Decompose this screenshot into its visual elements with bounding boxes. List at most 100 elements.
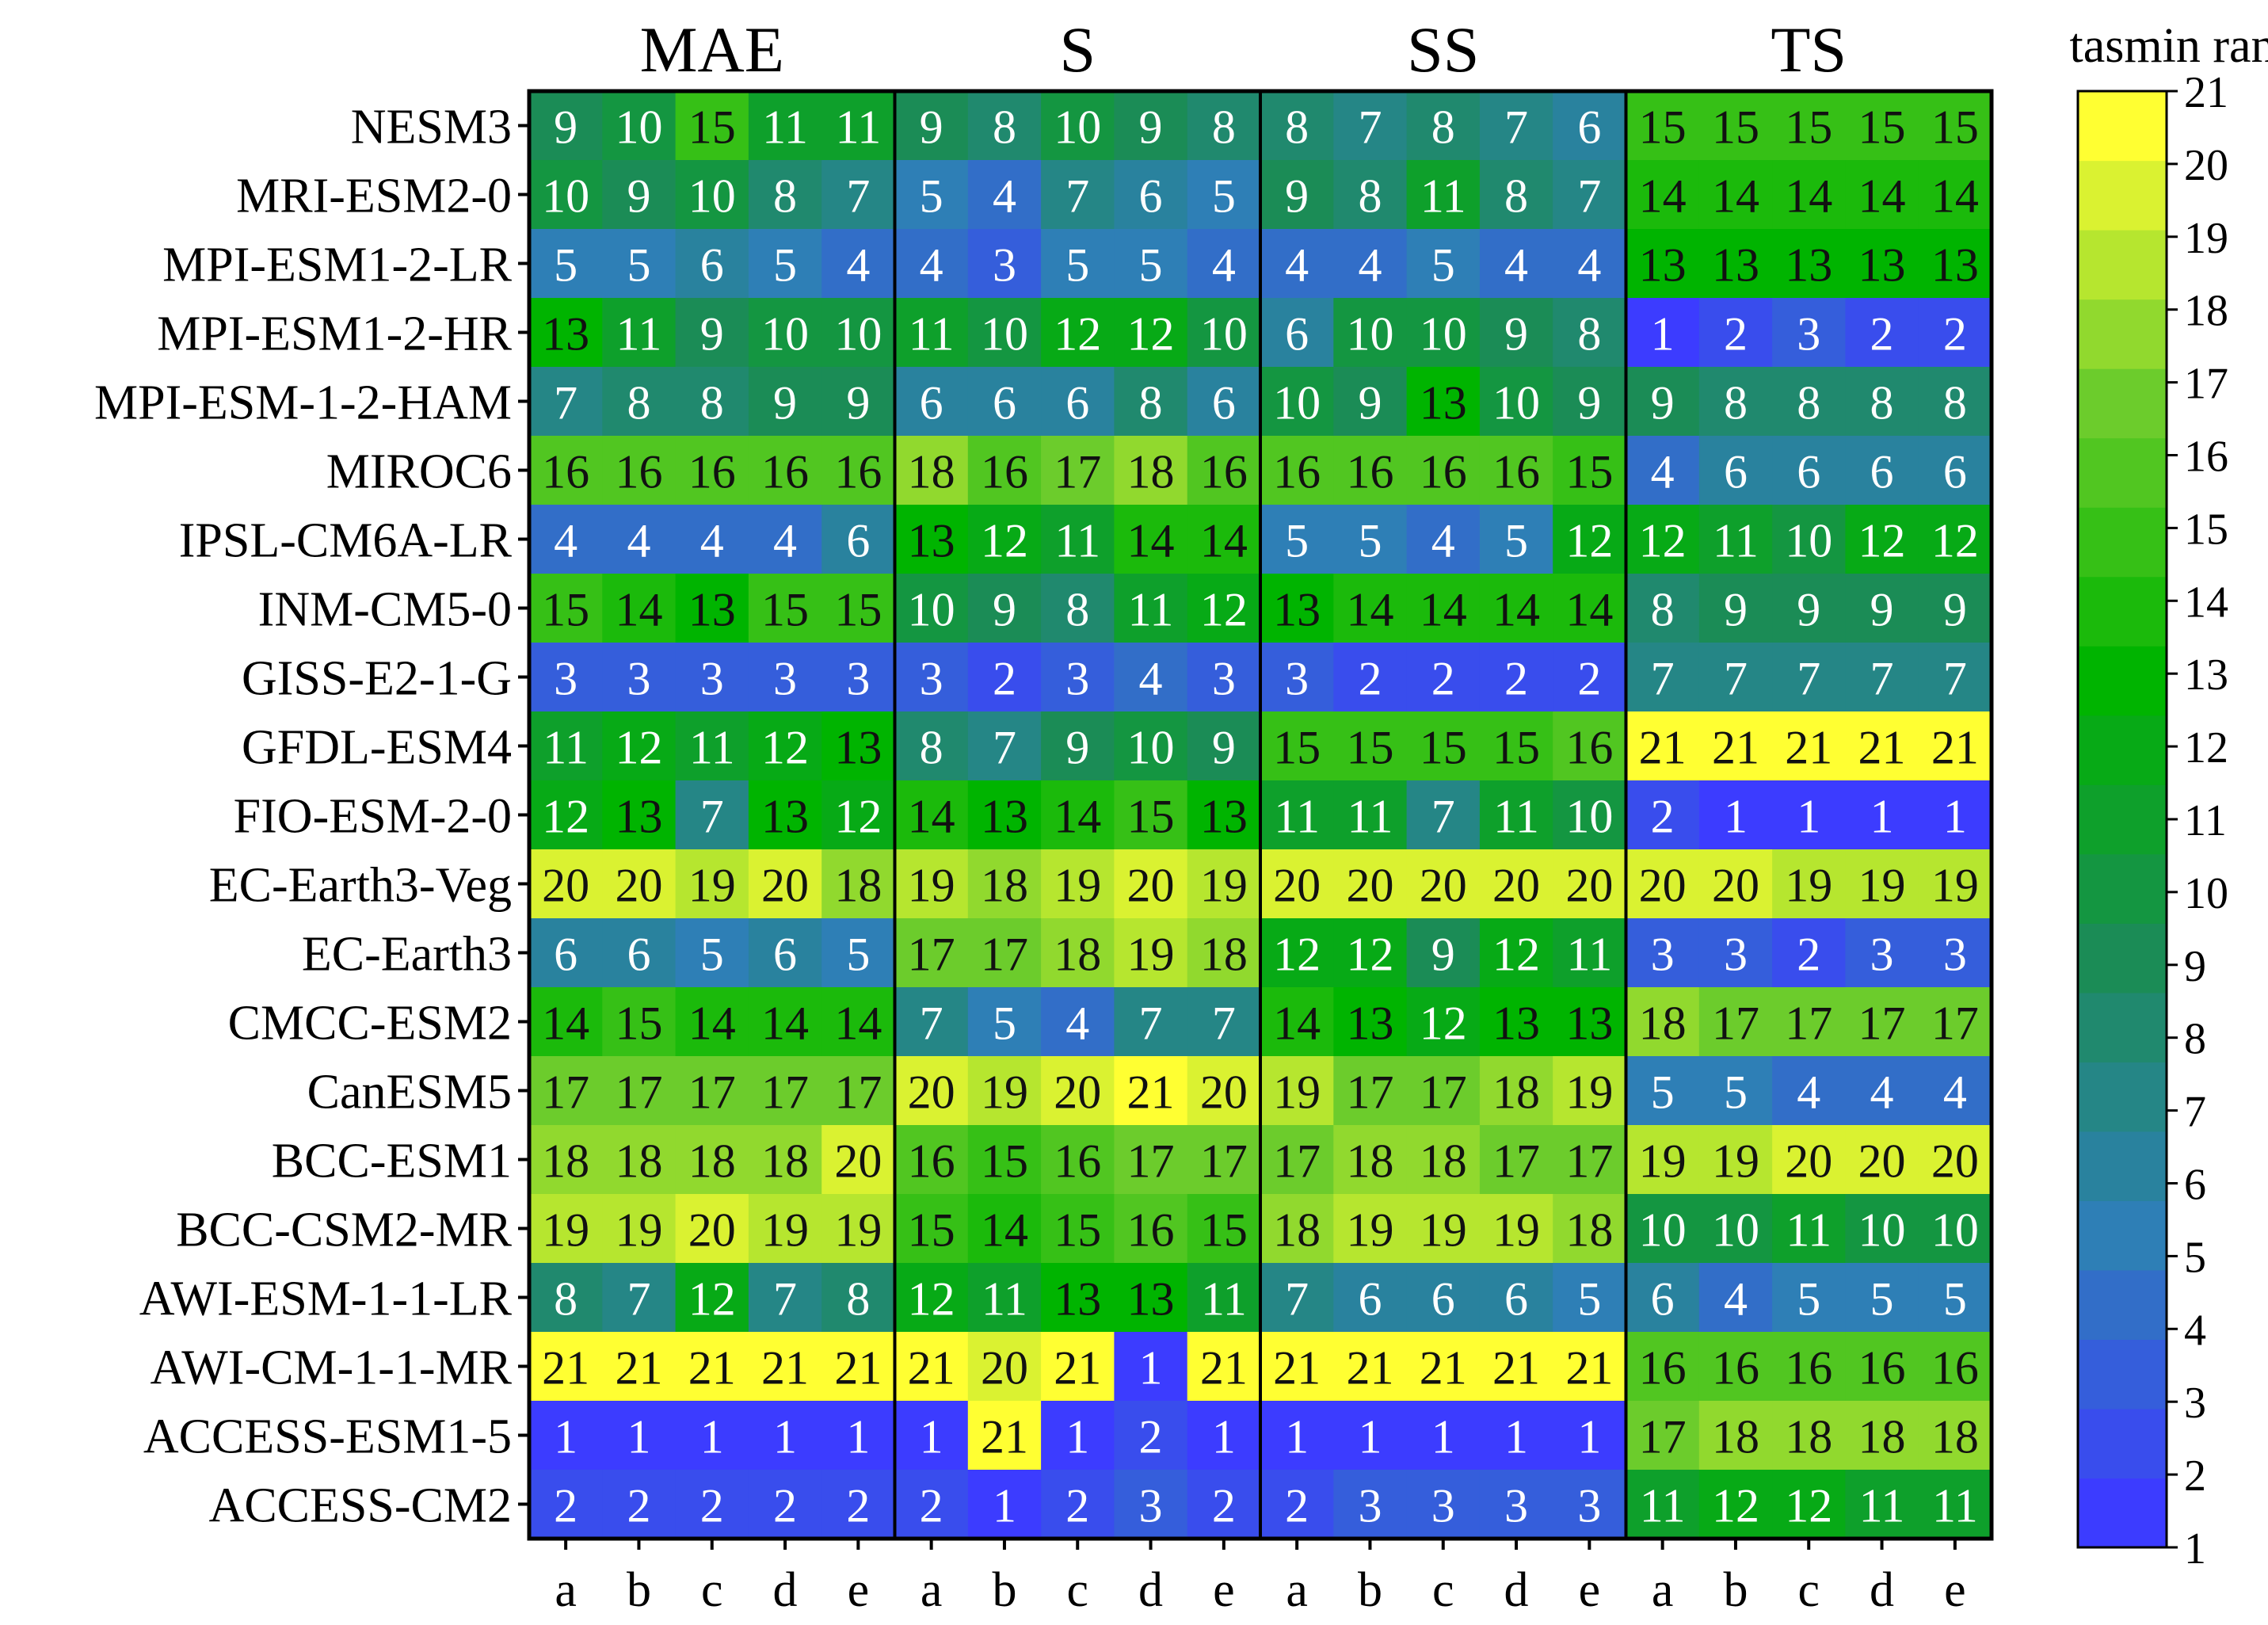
cell-TS-e-row-4 xyxy=(1918,298,1992,368)
cell-value: 16 xyxy=(1858,1342,1906,1394)
cell-value: 6 xyxy=(627,929,650,981)
cell-value: 6 xyxy=(554,929,577,981)
cell-value: 9 xyxy=(1285,170,1309,223)
cell-TS-d-row-4 xyxy=(1845,298,1919,368)
cell-SS-e-row-6 xyxy=(1553,436,1627,505)
model-label: MRI-ESM2-0 xyxy=(236,170,512,223)
cell-value: 13 xyxy=(834,722,882,774)
cell-TS-c-row-19 xyxy=(1772,1332,1846,1402)
cell-MAE-d-row-10 xyxy=(748,711,822,781)
cell-value: 8 xyxy=(554,1273,577,1326)
cell-S-e-row-18 xyxy=(1187,1263,1261,1333)
cell-value: 17 xyxy=(908,929,955,981)
cell-MAE-b-row-11 xyxy=(602,780,677,850)
cell-MAE-c-row-5 xyxy=(675,367,749,437)
cell-S-d-row-12 xyxy=(1114,849,1188,919)
cell-value: 9 xyxy=(700,308,724,360)
cell-S-e-row-16 xyxy=(1187,1125,1261,1195)
cell-value: 1 xyxy=(627,1411,650,1463)
cell-value: 18 xyxy=(1931,1411,1979,1463)
cell-SS-b-row-1 xyxy=(1333,91,1408,161)
cell-value: 12 xyxy=(1712,1480,1759,1532)
cell-S-e-row-14 xyxy=(1187,987,1261,1057)
cell-MAE-a-row-15 xyxy=(529,1056,603,1126)
cell-S-c-row-1 xyxy=(1041,91,1115,161)
cell-TS-d-row-5 xyxy=(1845,367,1919,437)
cell-MAE-b-row-5 xyxy=(602,367,677,437)
cell-value: 2 xyxy=(1870,308,1894,360)
cell-TS-d-row-7 xyxy=(1845,505,1919,574)
cell-value: 17 xyxy=(1492,1135,1540,1188)
cell-SS-b-row-13 xyxy=(1333,918,1408,988)
cell-S-d-row-7 xyxy=(1114,505,1188,574)
cell-MAE-d-row-2 xyxy=(748,160,822,230)
cell-MAE-d-row-16 xyxy=(748,1125,822,1195)
cell-value: 4 xyxy=(1724,1273,1748,1326)
model-label: MPI-ESM1-2-HR xyxy=(157,307,512,361)
cell-value: 15 xyxy=(1931,101,1979,154)
cell-value: 17 xyxy=(834,1066,882,1119)
cell-value: 3 xyxy=(773,653,797,705)
cell-value: 21 xyxy=(542,1342,589,1394)
cell-value: 6 xyxy=(1285,308,1309,360)
cell-SS-c-row-14 xyxy=(1406,987,1481,1057)
cell-value: 11 xyxy=(616,308,662,360)
cell-MAE-a-row-14 xyxy=(529,987,603,1057)
cell-value: 2 xyxy=(773,1480,797,1532)
cell-value: 12 xyxy=(761,722,809,774)
cell-value: 17 xyxy=(1127,1135,1175,1188)
cell-MAE-c-row-9 xyxy=(675,643,749,712)
cell-TS-e-row-9 xyxy=(1918,643,1992,712)
cell-value: 19 xyxy=(542,1204,589,1257)
cell-value: 2 xyxy=(1065,1480,1089,1532)
cell-MAE-d-row-9 xyxy=(748,643,822,712)
cell-value: 5 xyxy=(773,239,797,292)
cell-value: 8 xyxy=(1577,308,1601,360)
cell-SS-d-row-4 xyxy=(1479,298,1553,368)
cell-value: 20 xyxy=(1639,860,1687,912)
cell-MAE-e-row-16 xyxy=(821,1125,896,1195)
cell-value: 15 xyxy=(908,1204,955,1257)
cell-value: 17 xyxy=(1931,998,1979,1050)
cell-value: 10 xyxy=(1565,791,1613,843)
cell-value: 18 xyxy=(1054,929,1101,981)
cell-S-b-row-7 xyxy=(967,505,1042,574)
cell-value: 10 xyxy=(1054,101,1101,154)
cell-SS-e-row-3 xyxy=(1553,229,1627,299)
cell-value: 21 xyxy=(908,1342,955,1394)
cell-TS-e-row-12 xyxy=(1918,849,1992,919)
cell-MAE-e-row-9 xyxy=(821,643,896,712)
cell-value: 18 xyxy=(542,1135,589,1188)
cell-value: 7 xyxy=(1870,653,1894,705)
cell-MAE-a-row-19 xyxy=(529,1332,603,1402)
cell-MAE-b-row-6 xyxy=(602,436,677,505)
cell-value: 10 xyxy=(1931,1204,1979,1257)
cell-S-a-row-19 xyxy=(894,1332,969,1402)
cell-MAE-b-row-14 xyxy=(602,987,677,1057)
cell-value: 10 xyxy=(1858,1204,1906,1257)
cell-TS-e-row-19 xyxy=(1918,1332,1992,1402)
cell-value: 16 xyxy=(1127,1204,1175,1257)
cell-MAE-c-row-6 xyxy=(675,436,749,505)
cell-TS-b-row-10 xyxy=(1698,711,1773,781)
cell-MAE-e-row-19 xyxy=(821,1332,896,1402)
cell-S-b-row-11 xyxy=(967,780,1042,850)
cell-value: 15 xyxy=(615,998,662,1050)
cell-value: 6 xyxy=(1797,446,1820,498)
cell-TS-b-row-15 xyxy=(1698,1056,1773,1126)
cell-SS-c-row-1 xyxy=(1406,91,1481,161)
cell-value: 14 xyxy=(1346,584,1393,636)
cell-value: 14 xyxy=(1639,170,1687,223)
cell-TS-a-row-20 xyxy=(1626,1401,1700,1471)
cell-MAE-b-row-16 xyxy=(602,1125,677,1195)
colorbar-tick-label: 14 xyxy=(2184,578,2228,627)
cell-TS-e-row-17 xyxy=(1918,1194,1992,1264)
cell-value: 12 xyxy=(1127,308,1175,360)
cell-value: 20 xyxy=(1931,1135,1979,1188)
cell-value: 7 xyxy=(1285,1273,1309,1326)
cell-S-d-row-17 xyxy=(1114,1194,1188,1264)
cell-value: 6 xyxy=(920,377,943,429)
cell-value: 16 xyxy=(908,1135,955,1188)
cell-value: 20 xyxy=(1200,1066,1248,1119)
cell-value: 10 xyxy=(688,170,736,223)
